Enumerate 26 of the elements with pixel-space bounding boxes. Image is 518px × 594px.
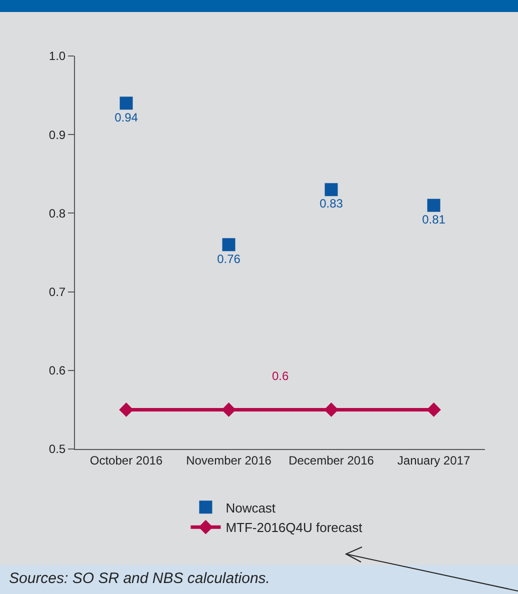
data-label: 0.94	[114, 110, 138, 124]
point	[426, 402, 441, 417]
source-note: Sources: SO SR and NBS calculations.	[9, 570, 270, 587]
y-tick-label: 0.8	[48, 206, 66, 220]
y-tick-label: 0.6	[48, 364, 66, 378]
legend-label: MTF-2016Q4U forecast	[226, 520, 363, 536]
point	[120, 96, 133, 110]
point	[324, 402, 338, 417]
y-tick-label: 0.5	[48, 442, 66, 456]
legend-label: Nowcast	[226, 500, 276, 516]
point	[222, 402, 236, 417]
x-tick-label: October 2016	[90, 453, 163, 468]
data-label: 0.81	[422, 212, 446, 226]
point	[222, 238, 236, 252]
data-label: 0.76	[217, 252, 241, 266]
y-tick-label: 0.7	[48, 285, 66, 299]
y-tick-label: 0.9	[48, 128, 66, 142]
y-tick-label: 1.0	[48, 49, 66, 64]
point	[427, 198, 440, 212]
x-tick-label: November 2016	[186, 453, 272, 468]
x-tick-label: January 2017	[397, 453, 470, 468]
annotation: 0.6	[272, 369, 290, 383]
data-label: 0.83	[320, 196, 344, 211]
point	[119, 402, 134, 417]
point	[324, 183, 338, 196]
x-tick-label: December 2016	[288, 453, 374, 468]
